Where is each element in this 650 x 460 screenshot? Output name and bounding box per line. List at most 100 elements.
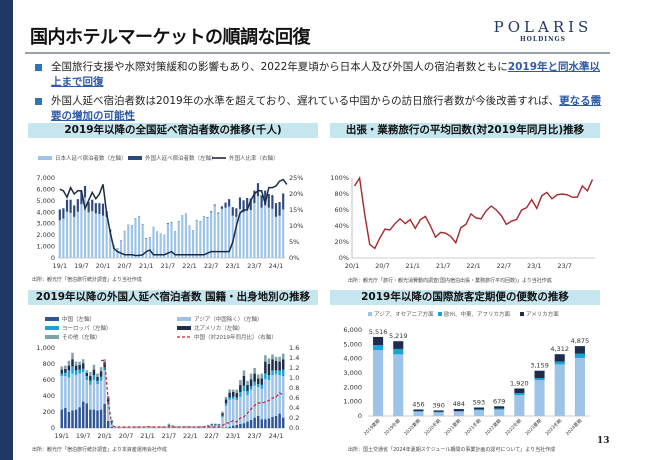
- data-label: 3,159: [530, 362, 549, 370]
- bar-segment: [67, 365, 71, 371]
- bar-segment: [103, 367, 106, 371]
- bar-segment: [60, 376, 64, 410]
- bar-japanese: [224, 207, 227, 258]
- bar-japanese: [80, 204, 83, 258]
- x-tick-label: 21/7: [162, 432, 177, 440]
- data-label: 4,312: [550, 345, 569, 353]
- bullet-text: 全国旅行支援や水際対策緩和の影響もあり、2022年夏頃から日本人及び外国人の宿泊…: [51, 61, 508, 73]
- bar-segment: [494, 406, 505, 409]
- bar-segment: [249, 373, 253, 380]
- bar-japanese: [58, 220, 61, 258]
- bar-segment: [96, 376, 99, 381]
- bar-segment: [110, 420, 114, 422]
- bar-segment: [274, 356, 278, 361]
- bar-foreign: [256, 183, 260, 197]
- bar-segment: [228, 392, 231, 398]
- bar-japanese: [130, 225, 133, 258]
- chart3-source: 出所：観光庁「宿泊旅行統計調査」より本資産運用会社作成: [32, 447, 167, 453]
- bar-japanese: [159, 234, 162, 258]
- bar-segment: [210, 424, 214, 426]
- x-tick-label: 23/1: [225, 262, 240, 270]
- bar-segment: [235, 397, 239, 400]
- bar-segment: [103, 359, 106, 363]
- bar-segment: [89, 372, 92, 376]
- page-title: 国内ホテルマーケットの順調な回復: [30, 27, 311, 48]
- bar-segment: [74, 365, 78, 371]
- bar-foreign: [242, 200, 245, 213]
- bar-segment: [260, 378, 264, 385]
- bar-segment: [64, 368, 67, 373]
- x-tick-label: 2021夏期: [444, 418, 463, 437]
- bar-segment: [64, 408, 67, 428]
- bar-segment: [96, 384, 99, 411]
- y-tick-label: 600: [43, 376, 55, 384]
- x-tick-label: 2019夏期: [363, 418, 382, 437]
- bar-segment: [239, 392, 242, 397]
- bar-segment: [514, 388, 525, 394]
- x-tick-label: 19/7: [76, 432, 91, 440]
- bar-segment: [192, 427, 196, 428]
- bar-japanese: [210, 212, 213, 258]
- x-tick-label: 21/1: [139, 262, 154, 270]
- bar-segment: [239, 384, 242, 392]
- bar-segment: [574, 346, 585, 354]
- legend-label: その他（左軸）: [62, 333, 101, 341]
- bar-japanese: [220, 208, 224, 258]
- bar-japanese: [228, 206, 231, 258]
- bar-segment: [554, 361, 565, 365]
- legend-swatch: [45, 317, 59, 321]
- bar-segment: [85, 403, 89, 428]
- x-tick-label: 23/7: [247, 432, 262, 440]
- bar-foreign: [170, 222, 173, 223]
- bar-segment: [253, 385, 256, 418]
- bar-segment: [160, 427, 164, 428]
- bar-segment: [85, 380, 89, 404]
- x-tick-label: 20/1: [97, 432, 112, 440]
- bar-segment: [554, 364, 565, 416]
- x-tick-label: 19/1: [52, 262, 67, 270]
- y-tick-label: 3,000: [36, 220, 55, 228]
- bar-segment: [96, 373, 99, 377]
- bar-segment: [278, 413, 281, 428]
- bar-segment: [274, 360, 278, 371]
- bar-foreign: [267, 194, 270, 208]
- x-tick-label: 22/7: [204, 432, 219, 440]
- y2-tick-label: 0.2: [289, 414, 299, 422]
- square-bullet-icon: [35, 64, 42, 71]
- bar-segment: [267, 358, 271, 364]
- bar-segment: [71, 352, 74, 360]
- y-tick-label: 40%: [335, 222, 349, 230]
- x-tick-label: 2020夏期: [403, 418, 422, 437]
- bar-segment: [217, 423, 221, 425]
- line-china-yoy: [101, 359, 284, 428]
- y-tick-label: 1,000: [36, 344, 55, 352]
- bar-foreign: [65, 199, 69, 212]
- bar-japanese: [235, 216, 238, 258]
- bar-japanese: [253, 203, 256, 258]
- legend-swatch: [45, 335, 59, 339]
- bar-segment: [249, 389, 253, 420]
- bar-segment: [67, 412, 71, 428]
- bar-foreign: [282, 193, 285, 210]
- chart4-source: 出所：国土交通省「2024年夏期スケジュール期間の事業計画の認可について」より当…: [348, 447, 556, 453]
- bar-segment: [264, 373, 267, 380]
- bar-japanese: [105, 216, 108, 258]
- bar-segment: [60, 373, 64, 376]
- bar-japanese: [101, 215, 105, 258]
- bar-segment: [260, 388, 264, 420]
- bar-segment: [71, 410, 74, 428]
- bar-japanese: [119, 240, 123, 258]
- bar-segment: [78, 373, 81, 408]
- bar-segment: [278, 375, 281, 414]
- bar-foreign: [253, 190, 256, 204]
- x-tick-label: 21/7: [436, 262, 451, 270]
- bar-foreign: [83, 186, 87, 198]
- bar-segment: [264, 361, 267, 374]
- bar-japanese: [249, 210, 252, 258]
- x-tick-label: 19/1: [54, 432, 69, 440]
- line-foreign-ratio: [59, 178, 288, 257]
- bar-segment: [74, 361, 78, 366]
- bar-segment: [67, 370, 71, 378]
- bar-foreign: [231, 207, 234, 216]
- bar-segment: [574, 357, 585, 416]
